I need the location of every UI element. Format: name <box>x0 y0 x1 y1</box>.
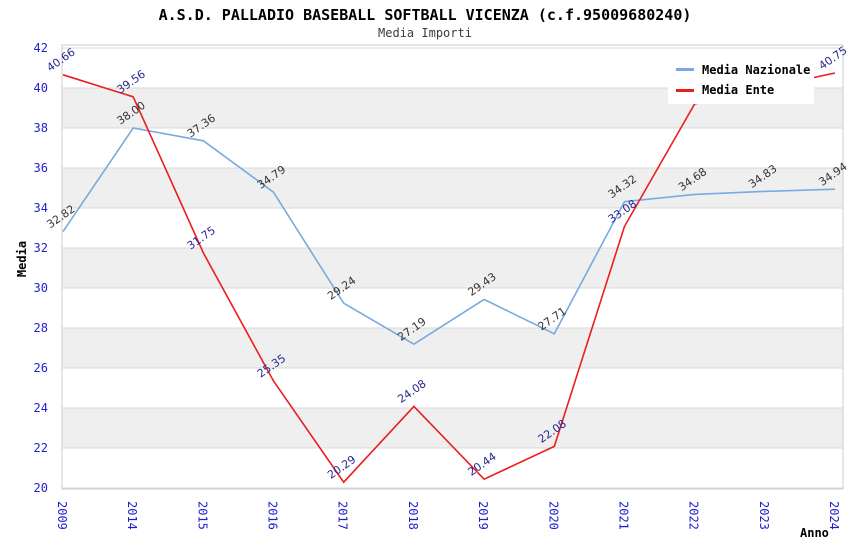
series-line-media-nazionale <box>62 127 836 346</box>
y-tick-label: 28 <box>34 321 48 335</box>
plot-border <box>61 44 844 490</box>
y-tick-label: 26 <box>34 361 48 375</box>
grid-band <box>62 408 843 448</box>
x-tick-label: 2019 <box>476 501 490 530</box>
x-axis-title: Anno <box>800 526 829 540</box>
legend-label: Media Nazionale <box>702 62 811 77</box>
legend: Media Nazionale Media Ente <box>668 56 814 104</box>
chart-subtitle: Media Importi <box>378 26 472 40</box>
y-tick-label: 42 <box>34 41 48 55</box>
legend-item-media-ente: Media Ente <box>668 83 814 97</box>
x-tick-label: 2017 <box>336 501 350 530</box>
x-tick-label: 2022 <box>687 501 701 530</box>
grid-band <box>62 168 843 208</box>
legend-item-media-nazionale: Media Nazionale <box>668 63 814 77</box>
y-tick-label: 20 <box>34 481 48 495</box>
y-tick-label: 22 <box>34 441 48 455</box>
y-tick-label: 38 <box>34 121 48 135</box>
data-label: 40.66 <box>44 46 77 75</box>
grid-band <box>62 248 843 288</box>
x-tick-label: 2014 <box>125 501 139 530</box>
data-label: 20.29 <box>325 453 358 482</box>
y-tick-label: 30 <box>34 281 48 295</box>
x-tick-label: 2020 <box>546 501 560 530</box>
legend-label: Media Ente <box>702 83 775 98</box>
data-label: 24.08 <box>395 377 428 406</box>
y-tick-label: 34 <box>34 201 48 215</box>
x-tick-label: 2018 <box>406 501 420 530</box>
y-tick-label: 40 <box>34 81 48 95</box>
x-tick-label: 2021 <box>616 501 630 530</box>
x-tick-label: 2015 <box>195 501 209 530</box>
grid-band <box>62 328 843 368</box>
legend-swatch-line-icon <box>676 68 694 72</box>
x-tick-label: 2023 <box>757 501 771 530</box>
y-tick-label: 32 <box>34 241 48 255</box>
x-tick-label: 2009 <box>55 501 69 530</box>
legend-swatch-line-icon <box>676 88 694 92</box>
x-tick-label: 2016 <box>266 501 280 530</box>
y-tick-label: 36 <box>34 161 48 175</box>
y-tick-label: 24 <box>34 401 48 415</box>
y-axis-title: Media <box>15 240 29 278</box>
x-tick-label: 2024 <box>827 501 841 530</box>
chart-title: A.S.D. PALLADIO BASEBALL SOFTBALL VICENZ… <box>158 6 692 24</box>
